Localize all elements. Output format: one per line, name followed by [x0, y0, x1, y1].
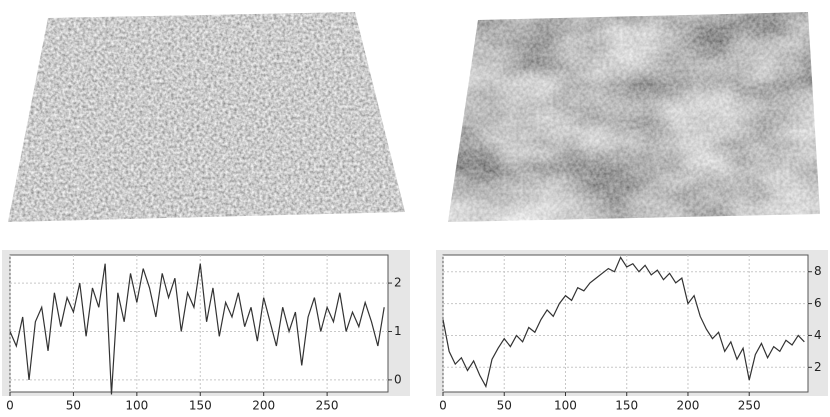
y-tick-label: 1 — [394, 324, 402, 338]
data-line — [9, 263, 385, 395]
x-tick-label: 0 — [6, 399, 14, 413]
x-tick-label: 200 — [677, 399, 700, 413]
x-tick-label: 0 — [439, 399, 447, 413]
plot-area — [442, 254, 809, 393]
x-tick-label: 200 — [252, 399, 275, 413]
x-tick-label: 100 — [125, 399, 148, 413]
x-tick-label: 150 — [189, 399, 212, 413]
y-tick-label: 2 — [394, 276, 402, 290]
y-tick-label: 2 — [814, 360, 822, 374]
x-tick-label: 50 — [497, 399, 512, 413]
surface-rough — [8, 12, 405, 222]
x-tick-label: 150 — [615, 399, 638, 413]
data-line — [442, 256, 805, 389]
surface-smooth — [448, 12, 820, 222]
x-tick-label: 50 — [66, 399, 81, 413]
x-tick-label: 100 — [554, 399, 577, 413]
y-tick-label: 0 — [394, 372, 402, 386]
y-tick-label: 6 — [814, 296, 822, 310]
x-tick-label: 250 — [738, 399, 761, 413]
y-tick-label: 4 — [814, 328, 822, 342]
y-tick-label: 8 — [814, 264, 822, 278]
x-tick-label: 250 — [316, 399, 339, 413]
